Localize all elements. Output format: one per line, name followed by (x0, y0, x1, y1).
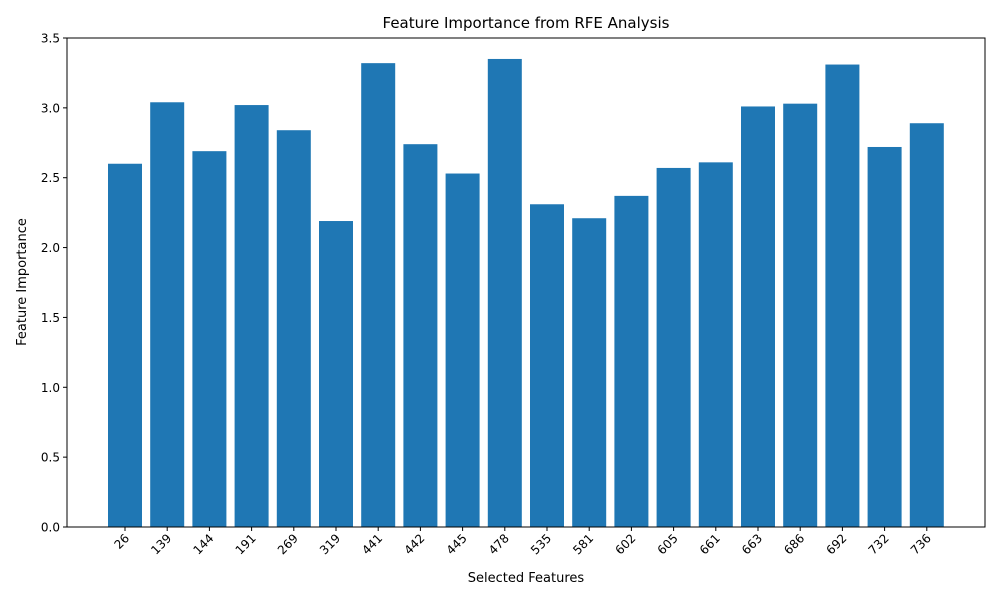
y-tick-label: 0.0 (41, 521, 60, 535)
x-tick-label: 319 (317, 531, 343, 557)
x-tick-label: 692 (823, 531, 849, 557)
bar-605 (656, 167, 691, 528)
x-tick-label: 441 (359, 531, 385, 557)
x-tick-label: 191 (233, 531, 259, 557)
bar-535 (530, 204, 564, 527)
bar-445 (445, 173, 480, 527)
bar-441 (361, 63, 396, 528)
y-tick-label: 3.5 (41, 32, 60, 46)
bar-736 (909, 123, 944, 528)
y-tick-label: 1.0 (41, 381, 60, 395)
bar-191 (234, 105, 269, 527)
bar-661 (698, 162, 733, 528)
bar-602 (614, 195, 649, 527)
x-tick-label: 445 (444, 531, 470, 557)
x-tick-label: 139 (148, 531, 174, 557)
y-tick-label: 0.5 (41, 451, 60, 465)
y-tick-label: 2.5 (41, 171, 60, 185)
x-tick-label: 269 (275, 531, 301, 557)
x-tick-label: 736 (908, 531, 934, 557)
x-tick-label: 663 (739, 531, 765, 557)
x-tick-label: 442 (401, 531, 427, 557)
chart-title: Feature Importance from RFE Analysis (383, 14, 670, 32)
bar-26 (108, 163, 142, 527)
x-tick-label: 661 (697, 531, 723, 557)
plot-area-frame (66, 37, 986, 528)
x-tick-label: 581 (570, 531, 596, 557)
y-axis-label: Feature Importance (15, 218, 30, 346)
bar-692 (825, 64, 860, 527)
y-axis-ticks: 0.0 0.5 1.0 1.5 2.0 2.5 3.0 3.5 (41, 32, 67, 535)
bar-732 (867, 146, 902, 527)
y-tick-label: 1.5 (41, 311, 60, 325)
bar-319 (319, 221, 353, 528)
x-axis-ticks: 26 139 144 191 269 319 441 442 445 478 535 581 602 60… (111, 527, 934, 557)
x-tick-label: 535 (528, 531, 554, 557)
bar-269 (276, 130, 311, 527)
y-tick-label: 2.0 (41, 241, 60, 255)
bar-478 (487, 58, 522, 527)
x-tick-label: 605 (655, 531, 681, 557)
bar-686 (783, 103, 818, 527)
x-tick-label: 478 (486, 531, 512, 557)
bar-663 (741, 106, 775, 528)
x-tick-label: 732 (866, 531, 892, 557)
x-axis-label: Selected Features (468, 571, 585, 586)
y-tick-label: 3.0 (41, 101, 60, 115)
bar-144 (192, 151, 227, 527)
x-tick-label: 144 (190, 531, 216, 557)
x-tick-label: 26 (111, 531, 132, 552)
bar-139 (150, 102, 185, 528)
x-tick-label: 602 (612, 531, 638, 557)
x-tick-label: 686 (781, 531, 807, 557)
bar-581 (572, 218, 607, 527)
bar-442 (403, 144, 438, 527)
bars-group (108, 58, 944, 528)
